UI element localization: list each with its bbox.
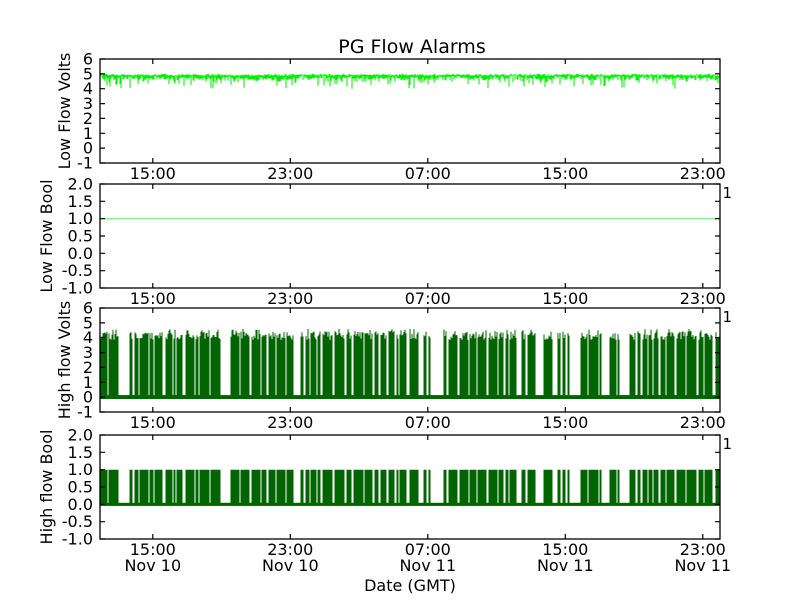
ytick-label: 3	[83, 343, 93, 362]
high-flow-bool-baseline	[100, 502, 720, 506]
x-axis-label: Date (GMT)	[364, 576, 456, 595]
ylabel-high-flow-bool: High flow Bool	[37, 430, 56, 545]
ytick-label: 4	[83, 79, 93, 98]
figure-title: PG Flow Alarms	[338, 36, 485, 58]
ytick-label: 0.0	[68, 244, 93, 263]
high-flow-bool-series	[99, 469, 721, 506]
ylabel-high-flow-volts: High flow Volts	[55, 301, 74, 419]
high-flow-bool-tick-marks	[100, 434, 720, 540]
ytick-label: 3	[83, 94, 93, 113]
xtick-label: 15:00	[542, 289, 588, 308]
low-flow-volts-axes-frame	[99, 58, 721, 164]
ytick-label: -1	[77, 154, 93, 173]
xtick-label: 07:00	[405, 540, 451, 559]
xtick-label: 23:00	[267, 164, 313, 183]
xtick-label: 23:00	[680, 413, 726, 432]
ytick-label: 0	[83, 388, 93, 407]
high-flow-volts-pulses	[99, 328, 721, 398]
ytick-label: 2	[83, 358, 93, 377]
ytick-label: 2.0	[68, 426, 93, 445]
low-flow-volts-line	[99, 73, 721, 89]
high-flow-volts-series	[99, 328, 721, 399]
ytick-label: -1	[77, 403, 93, 422]
ytick-label: -0.5	[62, 261, 93, 280]
ytick-label: 0.0	[68, 495, 93, 514]
ytick-label: 0.5	[68, 478, 93, 497]
low-flow-bool-axes-frame	[99, 183, 721, 289]
xtick-label: 15:00	[130, 289, 176, 308]
xtick-label: 07:00	[405, 413, 451, 432]
ytick-label: 6	[83, 299, 93, 318]
right-annotation-1: 1	[723, 308, 733, 326]
xtick-label: 07:00	[405, 289, 451, 308]
xtick-date-label: Nov 10	[124, 556, 181, 575]
ylabel-low-flow-bool: Low Flow Bool	[37, 179, 56, 292]
ytick-label: 0.5	[68, 227, 93, 246]
xtick-label: 07:00	[405, 164, 451, 183]
ytick-label: 1.5	[68, 443, 93, 462]
xtick-label: 15:00	[542, 164, 588, 183]
ylabel-low-flow-volts: Low Flow Volts	[55, 53, 74, 170]
low-flow-volts-tick-marks	[100, 58, 720, 164]
high-flow-volts-tick-marks	[100, 307, 720, 413]
xtick-label: 15:00	[542, 540, 588, 559]
xtick-date-label: Nov 11	[399, 556, 456, 575]
xtick-label: 15:00	[130, 413, 176, 432]
xtick-label: 23:00	[680, 164, 726, 183]
ytick-label: -0.5	[62, 512, 93, 531]
ytick-label: -1.0	[62, 530, 93, 549]
ytick-label: 0	[83, 139, 93, 158]
high-flow-volts-baseline	[100, 395, 720, 399]
right-annotation-1: 1	[723, 435, 733, 453]
ytick-label: 1.0	[68, 209, 93, 228]
ytick-label: 2	[83, 109, 93, 128]
ytick-label: 4	[83, 328, 93, 347]
subplot-low-flow-bool: 2.01.51.00.50.0-0.5-1.0 15:00 23:00 07:00 15…	[37, 175, 732, 309]
xtick-label: 23:00	[267, 413, 313, 432]
ytick-label: -1.0	[62, 279, 93, 298]
xtick-date-label: Nov 11	[537, 556, 594, 575]
xtick-label: 23:00	[267, 289, 313, 308]
xtick-label: 15:00	[130, 164, 176, 183]
xtick-label: 23:00	[680, 540, 726, 559]
right-annotation-1: 1	[723, 184, 733, 202]
ytick-label: 5	[83, 64, 93, 83]
ytick-label: 1.0	[68, 460, 93, 479]
low-flow-volts-series	[99, 73, 721, 89]
ytick-label: 1	[83, 373, 93, 392]
xtick-date-label: Nov 10	[262, 556, 319, 575]
ytick-label: 2.0	[68, 175, 93, 194]
xtick-date-label: Nov 11	[674, 556, 731, 575]
ytick-label: 1	[83, 124, 93, 143]
ytick-label: 6	[83, 50, 93, 69]
low-flow-bool-tick-marks	[100, 183, 720, 289]
xtick-label: 23:00	[267, 540, 313, 559]
ytick-label: 5	[83, 313, 93, 332]
xtick-label: 23:00	[680, 289, 726, 308]
ytick-label: 1.5	[68, 192, 93, 211]
high-flow-bool-pulses	[99, 469, 721, 505]
xtick-label: 15:00	[542, 413, 588, 432]
xtick-label: 15:00	[130, 540, 176, 559]
high-flow-volts-axes-frame	[99, 307, 721, 413]
